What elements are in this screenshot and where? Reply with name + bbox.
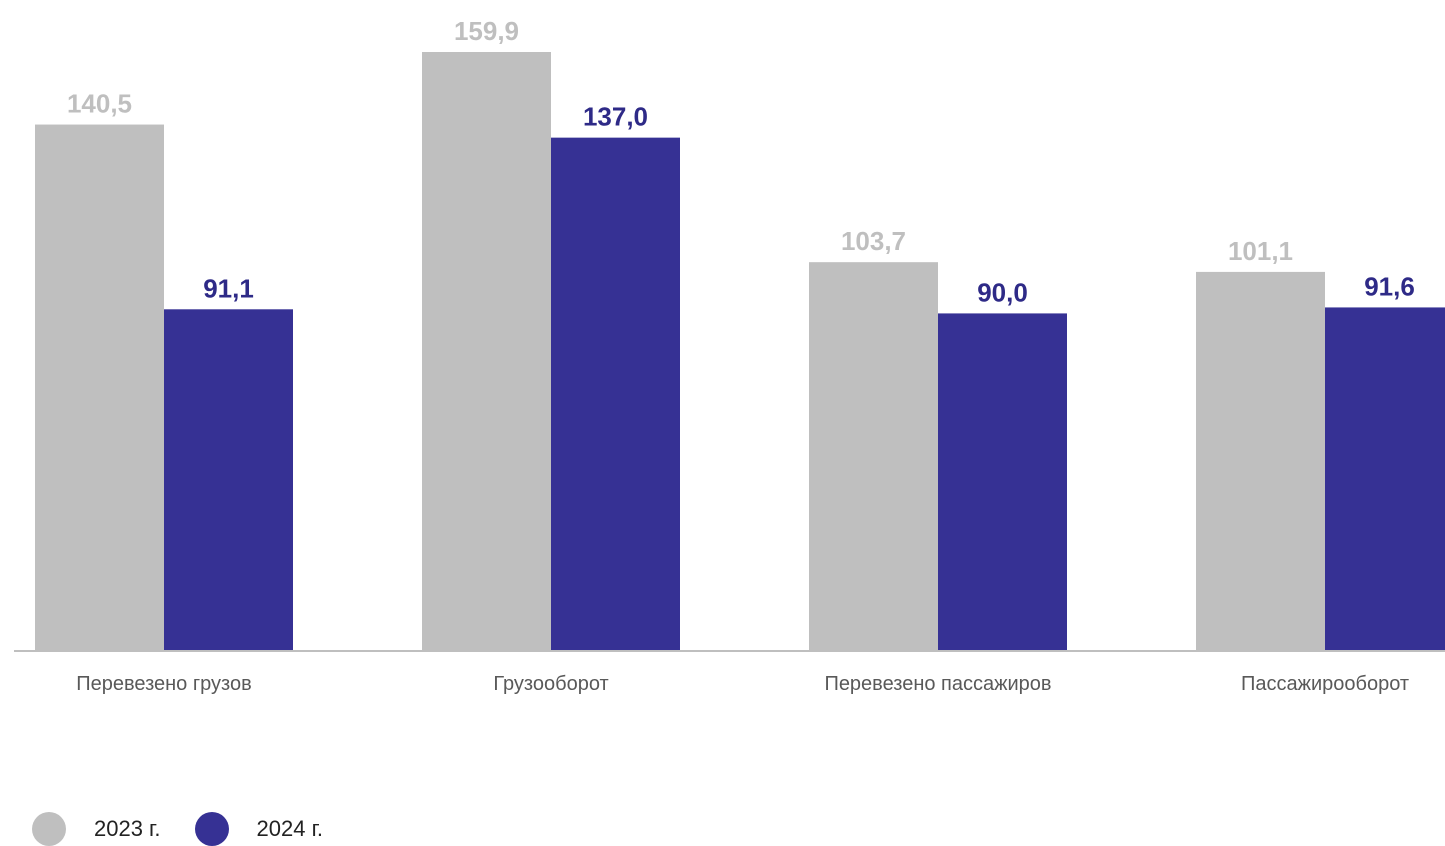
legend-swatch-2024 bbox=[194, 812, 229, 846]
value-label-2023-3: 101,1 bbox=[1228, 236, 1293, 266]
category-labels-group: Перевезено грузов Грузооборот Перевезено п… bbox=[76, 673, 1409, 695]
bar-chart: 140,5 91,1 159,9 137,0 103,7 90,0 101,1 91,6 Пе… bbox=[14, 16, 1445, 695]
bar-2023-0 bbox=[35, 124, 164, 650]
category-label-1: Грузооборот bbox=[493, 673, 608, 695]
legend-label-2024: 2024 г. bbox=[256, 816, 324, 841]
legend-item-2023: 2023 г. bbox=[32, 812, 161, 846]
bar-2024-3 bbox=[1325, 307, 1445, 650]
category-label-2: Перевезено пассажиров bbox=[824, 673, 1051, 695]
bar-2023-2 bbox=[809, 262, 938, 650]
value-labels-group: 140,5 91,1 159,9 137,0 103,7 90,0 101,1 91,6 bbox=[67, 16, 1415, 307]
value-label-2023-0: 140,5 bbox=[67, 89, 132, 119]
category-label-0: Перевезено грузов bbox=[76, 673, 252, 695]
bars-group bbox=[35, 52, 1445, 650]
value-label-2024-2: 90,0 bbox=[977, 277, 1028, 307]
value-label-2023-1: 159,9 bbox=[454, 16, 519, 46]
bar-2024-0 bbox=[164, 309, 293, 650]
value-label-2023-2: 103,7 bbox=[841, 226, 906, 256]
category-label-3: Пассажирооборот bbox=[1241, 673, 1409, 695]
legend: 2023 г. 2024 г. bbox=[32, 812, 357, 846]
value-label-2024-3: 91,6 bbox=[1364, 271, 1415, 301]
legend-label-2023: 2023 г. bbox=[94, 816, 161, 841]
bar-2023-1 bbox=[422, 52, 551, 650]
bar-2024-1 bbox=[551, 137, 680, 650]
bar-2024-2 bbox=[938, 313, 1067, 650]
legend-swatch-2023 bbox=[32, 812, 66, 846]
value-label-2024-1: 137,0 bbox=[583, 102, 648, 132]
legend-item-2024: 2024 г. bbox=[194, 812, 324, 846]
bar-2023-3 bbox=[1196, 271, 1325, 650]
value-label-2024-0: 91,1 bbox=[203, 273, 254, 303]
